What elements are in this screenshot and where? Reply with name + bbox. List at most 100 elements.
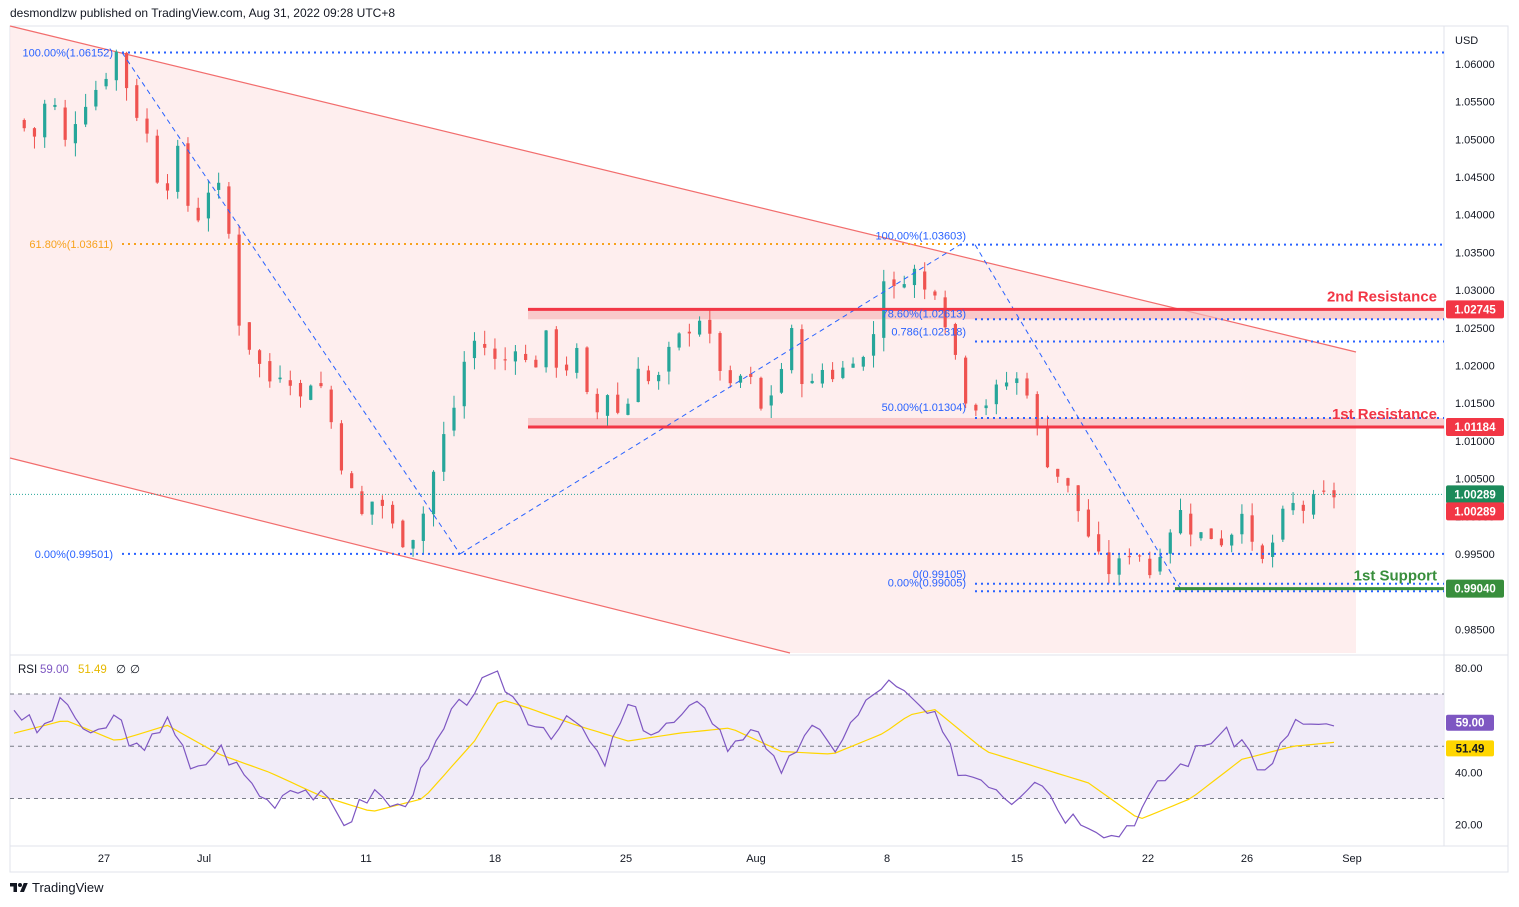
candle-body <box>667 346 671 372</box>
time-tick-label: 27 <box>98 853 110 865</box>
price-tick-label: 0.99500 <box>1455 549 1495 561</box>
candle-body <box>360 491 364 514</box>
fib-trend-line-3 <box>974 244 1183 592</box>
price-labels: 1.02745 1.01184 1.00289 1.00289 0.99040 <box>1446 300 1504 598</box>
drawings-background <box>9 25 1444 654</box>
rsi-tick-label: 40.00 <box>1455 767 1483 779</box>
candle-body <box>861 356 865 367</box>
candle-body <box>288 380 292 386</box>
candle-body <box>421 513 425 541</box>
resistance-2-price-badge-bg <box>1446 300 1504 319</box>
price-tick-label: 1.04000 <box>1455 210 1495 222</box>
rsi-value-badge-bg <box>1446 714 1494 731</box>
candle-body <box>984 405 988 409</box>
candle-body <box>1291 502 1295 511</box>
fib-level-label: 0(0.99105) <box>913 569 966 581</box>
candle-body <box>1035 394 1039 426</box>
price-tick-label: 1.06000 <box>1455 59 1495 71</box>
range-bottom-zone <box>528 417 1444 428</box>
prev-close-badge: 1.00289 <box>1454 506 1496 518</box>
time-tick-label: 15 <box>1011 853 1023 865</box>
rsi-ma-line <box>13 700 1335 820</box>
candle-body <box>124 52 129 89</box>
price-axis: 1.06000 1.05500 1.05000 1.04500 1.04000 1.035… <box>1455 59 1495 636</box>
candle-body <box>1127 556 1131 558</box>
candle-body <box>1148 558 1152 576</box>
candle-body <box>1045 425 1050 468</box>
candle-body <box>53 104 57 107</box>
candle-body <box>841 367 845 378</box>
channel-lower-line <box>9 457 791 654</box>
fib-level-label: 61.80%(1.03611) <box>29 239 113 251</box>
fib-level-label: 100.00%(1.03603) <box>875 231 966 243</box>
rsi-line <box>13 670 1335 839</box>
candle-body <box>1158 557 1162 572</box>
resistance-1-price-badge-bg <box>1446 418 1504 437</box>
price-tick-label: 0.98500 <box>1455 624 1495 636</box>
resistance-2-title: 2nd Resistance <box>1327 288 1437 305</box>
candle-body <box>1332 490 1336 498</box>
rsi-legend-extra: ∅ <box>130 664 140 676</box>
candle-body <box>636 368 640 403</box>
candle-body <box>708 319 712 334</box>
candle-body <box>22 120 26 129</box>
candle-body <box>268 361 272 382</box>
candle-body <box>1097 534 1101 552</box>
price-tick-label: 1.02500 <box>1455 323 1495 335</box>
fib-level-label: 0.786(1.02318) <box>891 327 966 339</box>
range-top-zone <box>528 309 1444 320</box>
candle-body <box>994 384 998 405</box>
candle-body <box>104 78 108 87</box>
support-1-price-badge-bg <box>1446 579 1504 598</box>
candle-body <box>697 320 702 335</box>
candle-body <box>380 499 384 506</box>
candle-body <box>431 471 436 515</box>
candle-body <box>73 124 77 144</box>
brand-footer[interactable]: TradingView <box>10 880 104 895</box>
candle-body <box>1260 545 1264 559</box>
candle-body <box>298 382 303 397</box>
time-tick-label: Jul <box>197 853 211 865</box>
candle-body <box>831 369 835 380</box>
rsi-legend-name: RSI <box>18 664 37 676</box>
rsi-value-badge: 59.00 <box>1456 718 1485 730</box>
candle-body <box>616 394 620 413</box>
candle-body <box>626 403 630 415</box>
price-tick-label: 1.02000 <box>1455 361 1495 373</box>
candle-body <box>391 504 395 524</box>
candle-body <box>943 297 947 328</box>
candle-body <box>1199 532 1203 539</box>
rsi-ma-badge-bg <box>1446 740 1494 757</box>
candle-body <box>503 359 507 361</box>
candle-body <box>677 333 681 348</box>
last-price-badge: 1.00289 <box>1454 489 1496 501</box>
rsi-legend-ma-value: 51.49 <box>78 664 107 676</box>
candle-body <box>575 347 579 373</box>
time-tick-label: 25 <box>620 853 632 865</box>
candle-body <box>145 118 149 134</box>
candle-body <box>411 540 415 549</box>
candle-body <box>350 473 354 489</box>
channel-fill <box>10 26 1356 653</box>
candle-body <box>1168 532 1172 554</box>
candle-body <box>1178 510 1183 534</box>
fib-level-label: 0.00%(0.99005) <box>888 577 966 589</box>
candle-body <box>974 404 978 411</box>
candle-body <box>217 182 221 190</box>
price-tick-label: 1.04500 <box>1455 172 1495 184</box>
candle-body <box>933 291 937 296</box>
candle-body <box>646 370 651 382</box>
candle-body <box>165 183 170 191</box>
candle-body <box>1301 504 1305 511</box>
candle-body <box>564 364 569 371</box>
candle-body <box>1322 490 1326 492</box>
candle-body <box>84 106 88 125</box>
candle-body <box>524 353 528 360</box>
candle-body <box>176 145 180 192</box>
time-tick-label: 18 <box>489 853 501 865</box>
price-tick-label: 1.05500 <box>1455 97 1495 109</box>
candle-body <box>1117 558 1121 575</box>
candle-body <box>1076 485 1080 512</box>
candle-body <box>1107 552 1111 575</box>
